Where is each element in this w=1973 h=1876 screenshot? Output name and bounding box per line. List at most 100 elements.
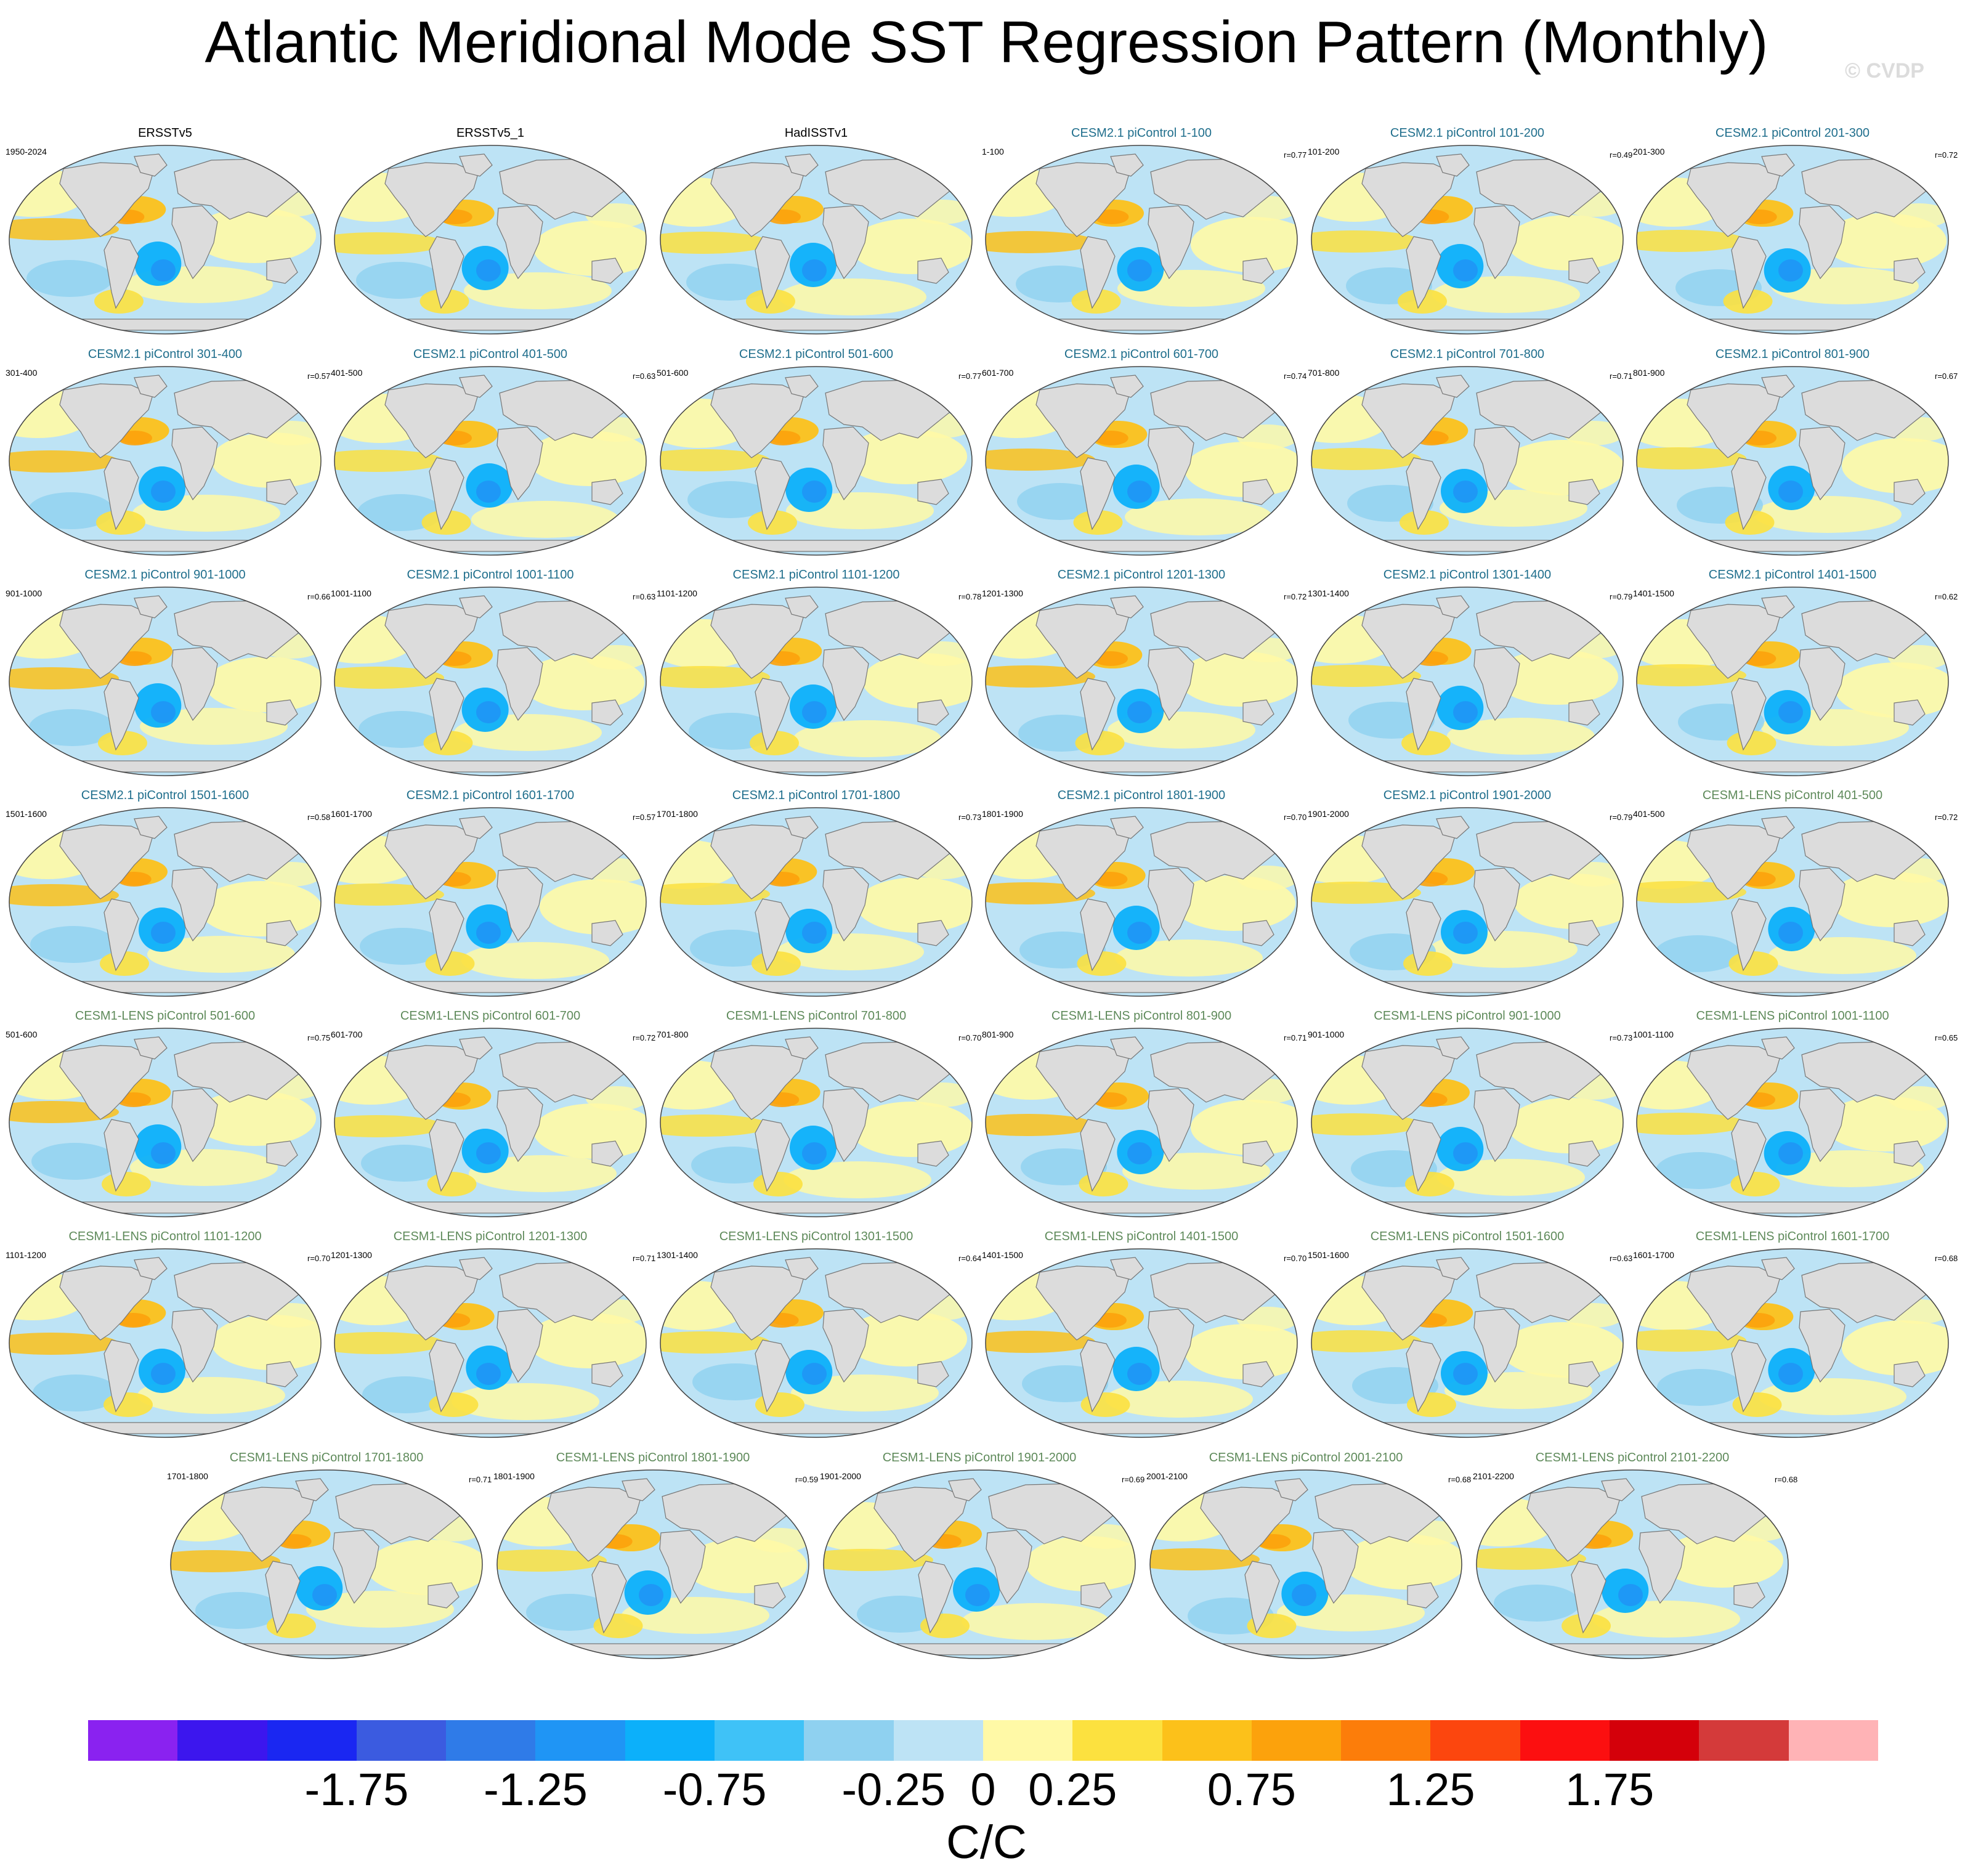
colorbar-cell: [356, 1720, 447, 1761]
map-panel: CESM1-LENS piControl 1601-1700 1601-1700 r…: [1629, 1229, 1958, 1439]
panel-title: CESM2.1 piControl 1101-1200: [732, 568, 900, 582]
panel-correlation: r=0.63: [1610, 1254, 1633, 1263]
panel-title: CESM1-LENS piControl 1901-2000: [882, 1451, 1077, 1464]
regression-map: [985, 1248, 1298, 1438]
panel-correlation: r=0.72: [1935, 150, 1958, 160]
panel-title: CESM2.1 piControl 1901-2000: [1383, 789, 1552, 802]
regression-map: [985, 1028, 1298, 1217]
map-panel: ERSSTv5_1: [327, 126, 654, 335]
panel-years: 1901-2000: [1308, 809, 1349, 819]
panel-title: CESM2.1 piControl 1001-1100: [407, 568, 574, 582]
watermark: © CVDP: [1845, 59, 1924, 83]
panel-title: CESM2.1 piControl 1801-1900: [1057, 789, 1226, 802]
panel-title: CESM1-LENS piControl 901-1000: [1374, 1009, 1561, 1023]
colorbar-cell: [893, 1720, 983, 1761]
colorbar-tick-label: 0.25: [1028, 1764, 1117, 1815]
colorbar-cell: [1162, 1720, 1252, 1761]
panel-title: CESM1-LENS piControl 501-600: [75, 1009, 256, 1023]
panel-years: 1801-1900: [982, 809, 1023, 819]
map-panel: CESM2.1 piControl 1401-1500 1401-1500 r=0.…: [1629, 567, 1958, 777]
panel-years: 1-100: [982, 147, 1004, 156]
panel-title: CESM1-LENS piControl 2101-2200: [1535, 1451, 1730, 1464]
panel-title: CESM2.1 piControl 601-700: [1064, 347, 1219, 361]
panel-title: CESM1-LENS piControl 1701-1800: [229, 1451, 424, 1464]
map-panel: CESM2.1 piControl 1-100 1-100 r=0.77: [978, 126, 1307, 335]
panel-years: 1301-1400: [1308, 588, 1349, 598]
panel-correlation: r=0.63: [633, 592, 656, 601]
map-panel: CESM1-LENS piControl 1501-1600 1501-1600 r…: [1304, 1229, 1633, 1439]
regression-map: [334, 587, 647, 776]
regression-map: [1636, 807, 1949, 997]
regression-map: [1149, 1469, 1462, 1659]
panel-correlation: r=0.71: [633, 1254, 656, 1263]
map-panel: HadISSTv1: [653, 126, 979, 335]
regression-map: [985, 145, 1298, 335]
panel-correlation: r=0.57: [307, 372, 331, 381]
colorbar-tick-label: 1.75: [1565, 1764, 1655, 1815]
panel-title: CESM2.1 piControl 1201-1300: [1057, 568, 1226, 582]
map-panel: CESM2.1 piControl 701-800 701-800 r=0.71: [1304, 347, 1632, 556]
panel-years: 1301-1400: [657, 1250, 698, 1260]
regression-map: [334, 807, 647, 997]
panel-years: 701-800: [657, 1029, 689, 1039]
map-panel: CESM2.1 piControl 301-400 301-400 r=0.57: [2, 347, 331, 556]
colorbar-cell: [982, 1720, 1073, 1761]
panel-years: 1601-1700: [1633, 1250, 1674, 1260]
regression-map: [660, 587, 973, 776]
panel-years: 601-700: [331, 1029, 363, 1039]
panel-years: 1101-1200: [657, 588, 697, 598]
regression-map: [334, 1028, 647, 1217]
regression-map: [985, 807, 1298, 997]
colorbar-units: C/C: [946, 1816, 1027, 1869]
map-panel: CESM2.1 piControl 1801-1900 1801-1900 r=0.…: [978, 788, 1307, 997]
colorbar-tick-label: 1.25: [1386, 1764, 1475, 1815]
colorbar-tick-label: -1.25: [484, 1764, 588, 1815]
panel-correlation: r=0.77: [1284, 150, 1307, 160]
colorbar-cell: [177, 1720, 267, 1761]
colorbar: [88, 1720, 1878, 1761]
colorbar-tick-label: 0: [970, 1764, 996, 1815]
panel-title: CESM1-LENS piControl 1201-1300: [393, 1230, 588, 1243]
panel-correlation: r=0.57: [633, 813, 656, 822]
panel-title: ERSSTv5: [138, 126, 192, 140]
panel-years: 1501-1600: [6, 809, 47, 819]
regression-map: [823, 1469, 1136, 1659]
regression-map: [1311, 807, 1624, 997]
panel-correlation: r=0.71: [469, 1475, 492, 1484]
panel-title: CESM1-LENS piControl 701-800: [726, 1009, 907, 1023]
panel-correlation: r=0.49: [1610, 150, 1633, 160]
panel-correlation: r=0.72: [633, 1033, 656, 1042]
regression-map: [660, 1248, 973, 1438]
map-panel: CESM2.1 piControl 1501-1600 1501-1600 r=0.…: [2, 788, 331, 997]
map-panel: CESM1-LENS piControl 1301-1500 1301-1400 r…: [653, 1229, 981, 1439]
map-panel: CESM2.1 piControl 1001-1100 1001-1100 r=0.…: [327, 567, 656, 777]
panel-correlation: r=0.63: [633, 372, 656, 381]
panel-correlation: r=0.68: [1448, 1475, 1472, 1484]
regression-map: [1476, 1469, 1789, 1659]
map-panel: CESM1-LENS piControl 1201-1300 1201-1300 r…: [327, 1229, 656, 1439]
regression-map: [1636, 1248, 1949, 1438]
panel-years: 801-900: [1633, 368, 1665, 378]
panel-correlation: r=0.79: [1610, 813, 1633, 822]
map-panel: CESM2.1 piControl 1301-1400 1301-1400 r=0.…: [1304, 567, 1632, 777]
map-panel: CESM2.1 piControl 1101-1200 1101-1200 r=0.…: [653, 567, 981, 777]
panel-correlation: r=0.77: [958, 372, 982, 381]
regression-map: [9, 366, 322, 556]
panel-title: CESM1-LENS piControl 1001-1100: [1696, 1009, 1889, 1023]
colorbar-cell: [267, 1720, 357, 1761]
map-panel: CESM1-LENS piControl 701-800 701-800 r=0.7…: [653, 1009, 981, 1218]
regression-map: [334, 366, 647, 556]
panel-years: 501-600: [657, 368, 689, 378]
regression-map: [660, 366, 973, 556]
panel-years: 401-500: [1633, 809, 1665, 819]
panel-years: 1001-1100: [1633, 1029, 1674, 1039]
panel-title: CESM1-LENS piControl 801-900: [1051, 1009, 1232, 1023]
map-panel: CESM1-LENS piControl 1101-1200 1101-1200 r…: [2, 1229, 330, 1439]
panel-correlation: r=0.71: [1284, 1033, 1307, 1042]
panel-years: 901-1000: [1308, 1029, 1345, 1039]
colorbar-cell: [1072, 1720, 1162, 1761]
regression-map: [1636, 366, 1949, 556]
panel-correlation: r=0.58: [307, 813, 331, 822]
panel-years: 301-400: [6, 368, 38, 378]
panel-years: 401-500: [331, 368, 363, 378]
